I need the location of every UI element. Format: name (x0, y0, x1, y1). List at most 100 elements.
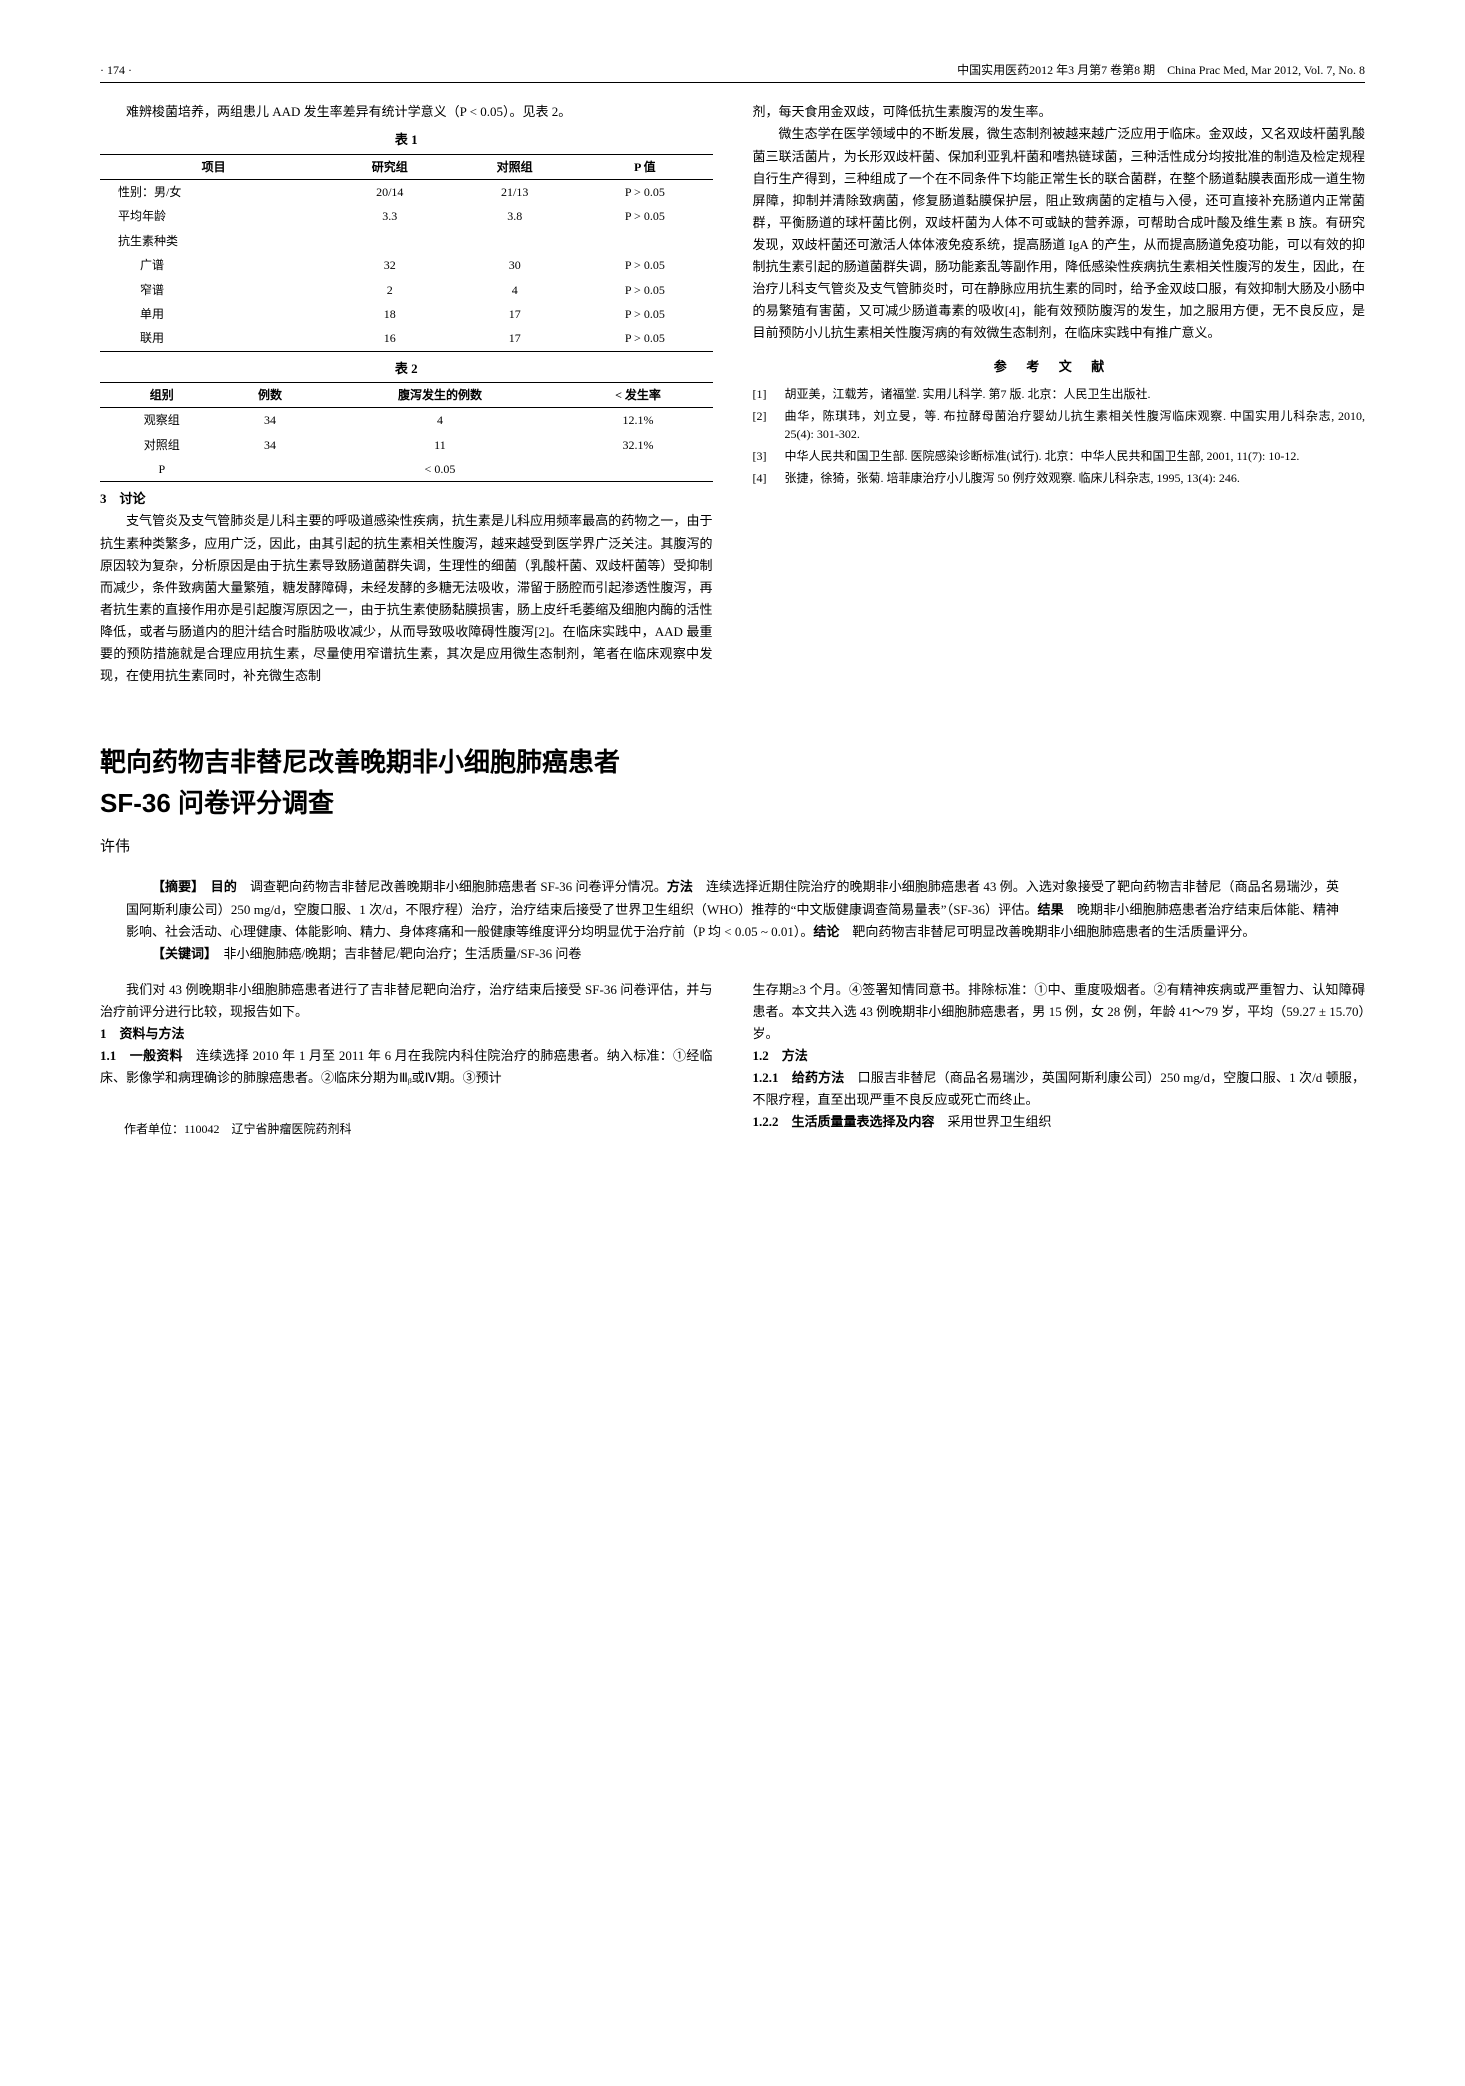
table-cell: P > 0.05 (577, 326, 712, 351)
keywords-text: 非小细胞肺癌/晚期；吉非替尼/靶向治疗；生活质量/SF-36 问卷 (224, 946, 582, 961)
table-cell: 对照组 (100, 433, 224, 457)
sec-1-2-1-label: 1.2.1 给药方法 (753, 1070, 845, 1085)
table-cell: 11 (316, 433, 563, 457)
table-head: 项目 (100, 154, 327, 179)
ref-num: [3] (753, 447, 785, 465)
table1-caption: 表 1 (100, 129, 713, 151)
table-cell: 32.1% (564, 433, 713, 457)
article-divider (100, 715, 1365, 716)
table-cell: 4 (452, 278, 577, 302)
article1-right-col: 剂，每天食用金双歧，可降低抗生素腹泻的发生率。 微生态学在医学领域中的不断发展，… (753, 101, 1366, 687)
ref-text: 中华人民共和国卫生部. 医院感染诊断标准(试行). 北京：中华人民共和国卫生部,… (785, 447, 1366, 465)
table-row: 观察组 34 4 12.1% (100, 408, 713, 433)
table-cell: 窄谱 (100, 278, 327, 302)
references-title: 参考文献 (753, 356, 1366, 378)
article2-left-col: 我们对 43 例晚期非小细胞肺癌患者进行了吉非替尼靶向治疗，治疗结束后接受 SF… (100, 979, 713, 1140)
section-1-heading: 1 资料与方法 (100, 1023, 713, 1045)
section-1-2-heading: 1.2 方法 (753, 1045, 1366, 1067)
keywords-line: 【关键词】 非小细胞肺癌/晚期；吉非替尼/靶向治疗；生活质量/SF-36 问卷 (126, 943, 1339, 965)
table-row: 项目 研究组 对照组 P 值 (100, 154, 713, 179)
sec-1-1-text: 连续选择 2010 年 1 月至 2011 年 6 月在我院内科住院治疗的肺癌患… (100, 1048, 712, 1085)
section-1-2-1: 1.2.1 给药方法 口服吉非替尼（商品名易瑞沙，英国阿斯利康公司）250 mg… (753, 1067, 1366, 1111)
article1-lead: 难辨梭菌培养，两组患儿 AAD 发生率差异有统计学意义（P < 0.05）。见表… (100, 101, 713, 123)
table-head: 组别 (100, 382, 224, 407)
table-cell: 34 (224, 433, 317, 457)
table-cell (564, 457, 713, 482)
table-cell: 广谱 (100, 253, 327, 277)
discussion-para: 支气管炎及支气管肺炎是儿科主要的呼吸道感染性疾病，抗生素是儿科应用频率最高的药物… (100, 510, 713, 687)
table-row: 联用 16 17 P > 0.05 (100, 326, 713, 351)
table-cell: 2 (327, 278, 452, 302)
ref-text: 曲华，陈琪玮，刘立旻，等. 布拉酵母菌治疗婴幼儿抗生素相关性腹泻临床观察. 中国… (785, 407, 1366, 443)
ref-text: 张捷，徐猗，张菊. 培菲康治疗小儿腹泻 50 例疗效观察. 临床儿科杂志, 19… (785, 469, 1366, 487)
page-number: · 174 · (100, 60, 132, 80)
section-1-2-2: 1.2.2 生活质量量表选择及内容 采用世界卫生组织 (753, 1111, 1366, 1133)
table2: 组别 例数 腹泻发生的例数 < 发生率 观察组 34 4 12.1% 对照组 3… (100, 382, 713, 483)
table-cell: 18 (327, 302, 452, 326)
article2-columns: 我们对 43 例晚期非小细胞肺癌患者进行了吉非替尼靶向治疗，治疗结束后接受 SF… (100, 979, 1365, 1140)
table-head: 对照组 (452, 154, 577, 179)
table-cell: 34 (224, 408, 317, 433)
table-cell: 16 (327, 326, 452, 351)
table-head: < 发生率 (564, 382, 713, 407)
abstract-block: 【摘要】 目的 调查靶向药物吉非替尼改善晚期非小细胞肺癌患者 SF-36 问卷评… (100, 876, 1365, 964)
article2-right-p1: 生存期≥3 个月。④签署知情同意书。排除标准：①中、重度吸烟者。②有精神疾病或严… (753, 979, 1366, 1045)
sec-1-1-label: 1.1 一般资料 (100, 1048, 183, 1063)
methods-label: 方法 (667, 879, 693, 894)
article2-title-line2: SF-36 问卷评分调查 (100, 785, 1365, 821)
ref-num: [2] (753, 407, 785, 443)
abs-objective: 调查靶向药物吉非替尼改善晚期非小细胞肺癌患者 SF-36 问卷评分情况。 (250, 879, 667, 894)
table-head: 例数 (224, 382, 317, 407)
reference-item: [4] 张捷，徐猗，张菊. 培菲康治疗小儿腹泻 50 例疗效观察. 临床儿科杂志… (753, 469, 1366, 487)
table-row: 广谱 32 30 P > 0.05 (100, 253, 713, 277)
table-cell: 平均年龄 (100, 204, 327, 228)
sec-1-2-2-text: 采用世界卫生组织 (948, 1114, 1052, 1129)
section-1-1: 1.1 一般资料 连续选择 2010 年 1 月至 2011 年 6 月在我院内… (100, 1045, 713, 1089)
table-cell: 抗生素种类 (100, 229, 327, 253)
table-cell (224, 457, 317, 482)
results-label: 结果 (1038, 902, 1064, 917)
table-cell: 12.1% (564, 408, 713, 433)
table-cell: 联用 (100, 326, 327, 351)
sec-1-2-2-label: 1.2.2 生活质量量表选择及内容 (753, 1114, 935, 1129)
table-row: 组别 例数 腹泻发生的例数 < 发生率 (100, 382, 713, 407)
table-cell: 20/14 (327, 179, 452, 204)
objective-label: 目的 (211, 879, 237, 894)
table-cell: 性别：男/女 (100, 179, 327, 204)
table-row: 窄谱 2 4 P > 0.05 (100, 278, 713, 302)
conclusion-label: 结论 (813, 924, 839, 939)
right-para2: 微生态学在医学领域中的不断发展，微生态制剂被越来越广泛应用于临床。金双歧，又名双… (753, 123, 1366, 344)
article2-title-line1: 靶向药物吉非替尼改善晚期非小细胞肺癌患者 (100, 744, 1365, 780)
table-cell: 3.3 (327, 204, 452, 228)
table-cell: 17 (452, 326, 577, 351)
article2: 靶向药物吉非替尼改善晚期非小细胞肺癌患者 SF-36 问卷评分调查 许伟 【摘要… (100, 744, 1365, 1140)
table-row: 单用 18 17 P > 0.05 (100, 302, 713, 326)
table-head: P 值 (577, 154, 712, 179)
table-cell (327, 229, 452, 253)
reference-item: [2] 曲华，陈琪玮，刘立旻，等. 布拉酵母菌治疗婴幼儿抗生素相关性腹泻临床观察… (753, 407, 1366, 443)
sec-1-2-1-text: 口服吉非替尼（商品名易瑞沙，英国阿斯利康公司）250 mg/d，空腹口服、1 次… (753, 1070, 1365, 1107)
table-cell: 30 (452, 253, 577, 277)
reference-item: [1] 胡亚美，江载芳，诸福堂. 实用儿科学. 第7 版. 北京：人民卫生出版社… (753, 385, 1366, 403)
footnote-wrap: 作者单位：110042 辽宁省肿瘤医院药剂科 (100, 1119, 713, 1139)
table-cell: 3.8 (452, 204, 577, 228)
journal-header: 中国实用医药2012 年3 月第7 卷第8 期 China Prac Med, … (957, 60, 1365, 80)
table2-caption: 表 2 (100, 358, 713, 380)
table-row: 性别：男/女 20/14 21/13 P > 0.05 (100, 179, 713, 204)
table-row: 平均年龄 3.3 3.8 P > 0.05 (100, 204, 713, 228)
author-affiliation: 作者单位：110042 辽宁省肿瘤医院药剂科 (100, 1119, 713, 1139)
abstract-text: 【摘要】 目的 调查靶向药物吉非替尼改善晚期非小细胞肺癌患者 SF-36 问卷评… (126, 876, 1339, 942)
table1: 项目 研究组 对照组 P 值 性别：男/女 20/14 21/13 P > 0.… (100, 154, 713, 352)
abs-conclusion: 靶向药物吉非替尼可明显改善晚期非小细胞肺癌患者的生活质量评分。 (852, 924, 1255, 939)
article2-author: 许伟 (100, 835, 1365, 861)
table-cell: 32 (327, 253, 452, 277)
table-cell: 观察组 (100, 408, 224, 433)
keywords-label: 【关键词】 (152, 946, 211, 961)
table-cell: P > 0.05 (577, 302, 712, 326)
table-cell (452, 229, 577, 253)
page-header: · 174 · 中国实用医药2012 年3 月第7 卷第8 期 China Pr… (100, 60, 1365, 83)
table-head: 腹泻发生的例数 (316, 382, 563, 407)
table-cell: P > 0.05 (577, 278, 712, 302)
table-cell: P (100, 457, 224, 482)
article2-intro: 我们对 43 例晚期非小细胞肺癌患者进行了吉非替尼靶向治疗，治疗结束后接受 SF… (100, 979, 713, 1023)
